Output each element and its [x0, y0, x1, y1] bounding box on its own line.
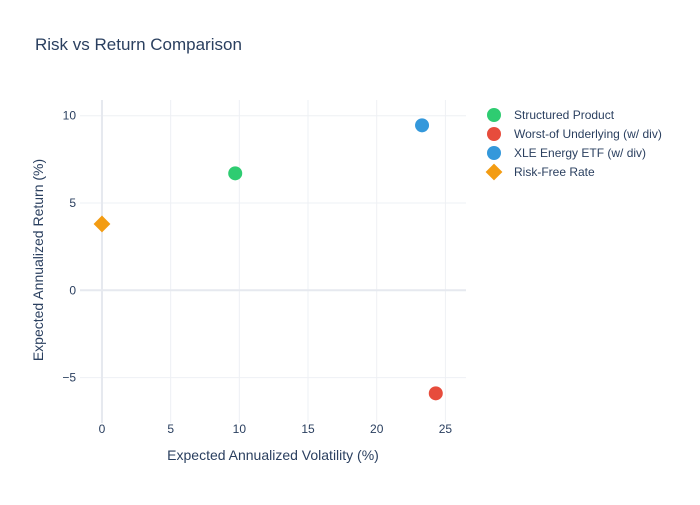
point-structured-product[interactable] [228, 166, 243, 181]
x-tick-label: 0 [99, 422, 106, 436]
x-tick-label: 5 [167, 422, 174, 436]
grid-layer [80, 100, 466, 423]
data-points [93, 118, 443, 401]
y-axis-title: Expected Annualized Return (%) [30, 159, 46, 361]
x-axis-ticks: 0 5 10 15 20 25 [99, 422, 453, 436]
legend-label: Structured Product [514, 108, 615, 122]
point-risk-free-rate[interactable] [93, 215, 111, 233]
zero-lines [80, 100, 466, 423]
point-xle-energy-etf-w-div[interactable] [415, 118, 430, 133]
legend: Structured Product Worst-of Underlying (w… [485, 108, 662, 181]
legend-marker-xle-energy-etf-w-div[interactable] [487, 146, 501, 160]
point-worst-of-underlying-w-div[interactable] [428, 386, 443, 401]
y-tick-label: 10 [63, 109, 77, 123]
x-tick-label: 10 [233, 422, 247, 436]
x-axis-title: Expected Annualized Volatility (%) [167, 447, 379, 463]
legend-label: Risk-Free Rate [514, 165, 595, 179]
x-tick-label: 25 [439, 422, 453, 436]
x-tick-label: 20 [370, 422, 384, 436]
y-tick-label: 5 [69, 196, 76, 210]
legend-label: Worst-of Underlying (w/ div) [514, 127, 662, 141]
legend-marker-risk-free-rate[interactable] [485, 163, 503, 181]
y-tick-label: −5 [62, 371, 76, 385]
legend-marker-structured-product[interactable] [487, 108, 501, 122]
x-tick-label: 15 [301, 422, 315, 436]
legend-marker-worst-of-underlying-w-div[interactable] [487, 127, 501, 141]
legend-label: XLE Energy ETF (w/ div) [514, 146, 646, 160]
chart-title: Risk vs Return Comparison [35, 35, 242, 54]
y-tick-label: 0 [69, 283, 76, 297]
y-axis-ticks: −5 0 5 10 [62, 109, 76, 385]
